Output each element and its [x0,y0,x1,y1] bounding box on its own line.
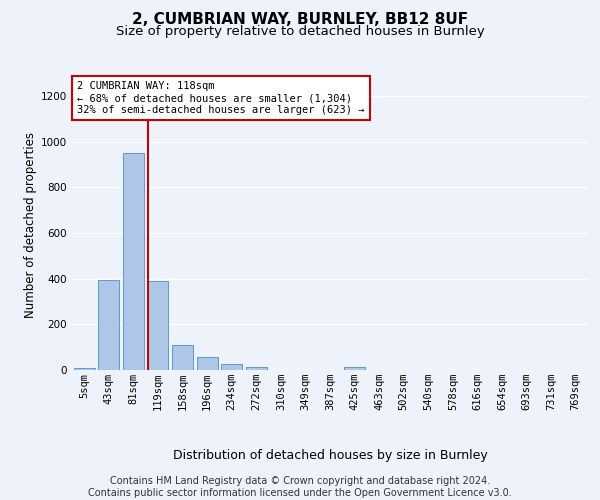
Bar [74,368,95,370]
Bar [197,358,218,370]
Text: Contains HM Land Registry data © Crown copyright and database right 2024.
Contai: Contains HM Land Registry data © Crown c… [88,476,512,498]
Bar [148,281,169,370]
Text: 2, CUMBRIAN WAY, BURNLEY, BB12 8UF: 2, CUMBRIAN WAY, BURNLEY, BB12 8UF [132,12,468,28]
Bar [344,368,365,370]
Bar [172,345,193,370]
Bar [246,368,267,370]
X-axis label: Distribution of detached houses by size in Burnley: Distribution of detached houses by size … [173,449,487,462]
Y-axis label: Number of detached properties: Number of detached properties [24,132,37,318]
Text: Size of property relative to detached houses in Burnley: Size of property relative to detached ho… [116,25,484,38]
Bar [123,153,144,370]
Bar [98,280,119,370]
Bar [221,364,242,370]
Text: 2 CUMBRIAN WAY: 118sqm
← 68% of detached houses are smaller (1,304)
32% of semi-: 2 CUMBRIAN WAY: 118sqm ← 68% of detached… [77,82,365,114]
